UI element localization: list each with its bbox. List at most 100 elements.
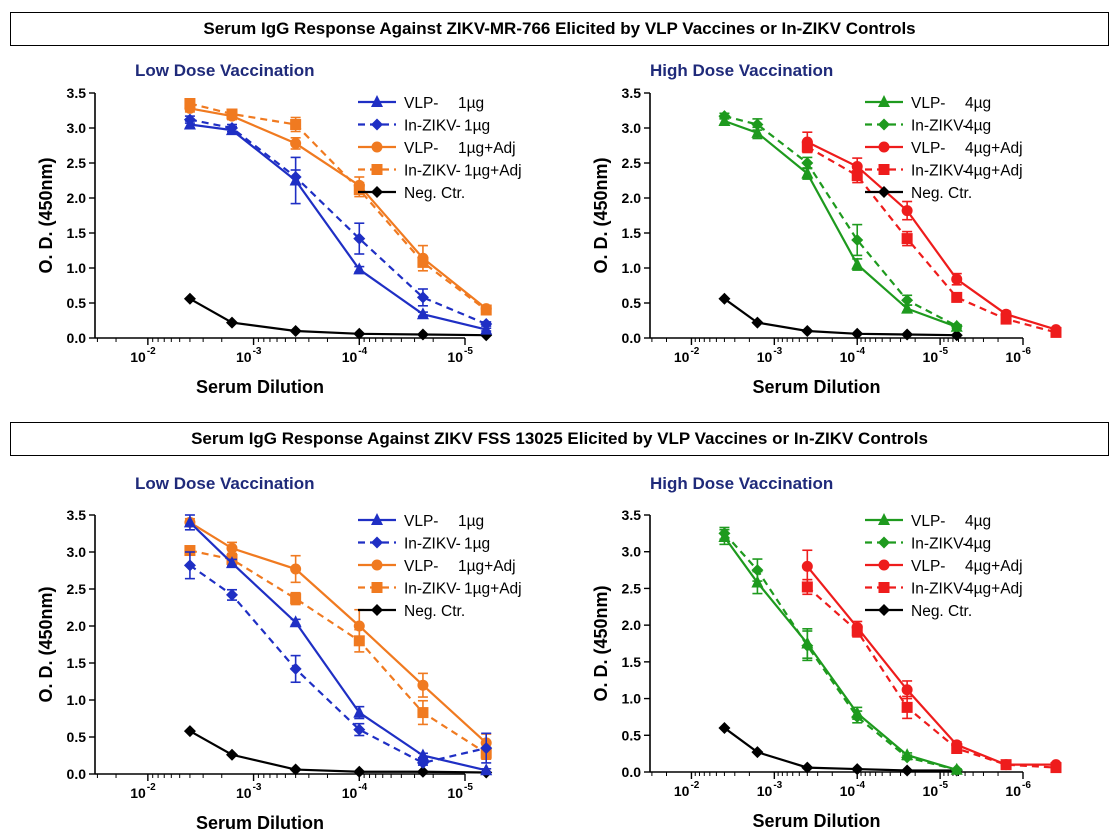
data-point [751, 125, 764, 138]
legend-series-name: VLP- [404, 140, 438, 157]
x-tick-exponent: -4 [358, 346, 367, 357]
y-tick-label: 0.5 [622, 295, 642, 311]
legend-marker [878, 118, 890, 131]
legend-series-name: VLP- [911, 513, 945, 530]
legend-series-name: In-ZIKV- [404, 581, 461, 598]
legend-series-name: Neg. Ctr. [911, 603, 972, 620]
data-point [718, 114, 731, 126]
data-point [183, 292, 196, 305]
y-tick-label: 1.5 [67, 225, 87, 241]
y-tick-label: 3.5 [67, 85, 87, 101]
panel-title: High Dose Vaccination [650, 61, 833, 80]
legend-marker [371, 582, 383, 593]
x-tick-label: 10 [130, 349, 146, 365]
data-point [801, 325, 814, 337]
series-line [723, 536, 958, 771]
y-tick-label: 3.0 [67, 544, 87, 560]
series-2 [801, 549, 1062, 771]
legend-marker [371, 536, 383, 549]
x-tick-exponent: -5 [939, 346, 948, 357]
data-point [416, 307, 429, 320]
x-tick-label: 10 [674, 349, 690, 365]
data-point [901, 328, 914, 341]
legend-marker [371, 559, 383, 571]
x-tick-base: 10 [1005, 349, 1021, 365]
y-tick-label: 0.0 [622, 764, 642, 780]
x-tick-base: 10 [923, 783, 939, 799]
data-point [289, 615, 302, 628]
series-4 [183, 725, 493, 779]
legend-marker [878, 186, 890, 198]
y-tick-label: 2.5 [622, 580, 642, 596]
data-point [290, 593, 302, 605]
legend-series-name: VLP- [404, 513, 438, 530]
x-tick-exponent: -2 [147, 782, 156, 793]
y-tick-label: 2.0 [67, 618, 87, 634]
series-0 [183, 514, 493, 776]
x-tick-base: 10 [757, 349, 773, 365]
legend-marker [878, 536, 890, 549]
data-point [289, 763, 302, 776]
data-point [801, 157, 814, 169]
x-tick-exponent: -3 [773, 346, 782, 357]
panel-title: Low Dose Vaccination [135, 474, 315, 493]
data-point [290, 119, 302, 130]
x-tick-label: 10 [1005, 783, 1021, 799]
data-point [183, 117, 196, 130]
y-axis-label: O. D. (450nm) [36, 586, 56, 702]
data-point [901, 701, 913, 713]
x-tick-label: 10 [840, 783, 856, 799]
legend-marker [371, 118, 383, 131]
data-point [901, 684, 913, 696]
data-point [183, 725, 196, 738]
series-line [723, 727, 957, 772]
x-tick-exponent: -4 [856, 346, 865, 357]
data-point [851, 621, 863, 633]
series-line [806, 565, 1056, 766]
data-point [901, 748, 914, 761]
x-tick-base: 10 [1005, 783, 1021, 799]
legend-series-name: In-ZIKV- [404, 118, 461, 135]
data-point [480, 322, 493, 335]
chart-panel-bottom-left: Low Dose Vaccination 0.0 0.5 1.0 1.5 2.0 2.5 3.… [36, 474, 522, 830]
series-line [189, 549, 487, 755]
x-tick-label: 10 [236, 785, 252, 801]
data-point [950, 319, 963, 332]
data-point [851, 257, 864, 270]
data-point [353, 232, 366, 245]
y-tick-label: 3.5 [622, 85, 642, 101]
x-tick-label: 10 [923, 783, 939, 799]
legend-series-dose: 1µg [464, 118, 490, 135]
x-tick-exponent: -5 [464, 782, 473, 793]
x-axis-label: Serum Dilution [752, 377, 880, 397]
series-4 [718, 721, 963, 777]
legend-series-dose: 4µg [965, 513, 991, 530]
x-tick-exponent: -2 [690, 346, 699, 357]
x-tick-label: 10 [342, 785, 358, 801]
x-tick-exponent: -3 [773, 780, 782, 791]
x-tick-label: 10 [757, 349, 773, 365]
data-point [184, 102, 196, 114]
x-tick-label: 10 [1005, 349, 1021, 365]
legend-series-name: Neg. Ctr. [911, 185, 972, 202]
data-point [851, 763, 864, 776]
data-point [851, 327, 864, 340]
data-point [226, 542, 238, 554]
data-point [1000, 308, 1012, 320]
legend-series-name: In-ZIKV- [911, 536, 968, 553]
legend-marker [878, 164, 890, 175]
legend-marker [878, 95, 890, 107]
data-point [901, 205, 913, 217]
x-tick-label: 10 [447, 785, 463, 801]
x-tick-base: 10 [923, 349, 939, 365]
data-point [1050, 759, 1062, 771]
data-point [801, 581, 813, 593]
legend-series-name: In-ZIKV- [404, 536, 461, 553]
data-point [225, 588, 238, 601]
series-line [724, 119, 958, 328]
data-point [417, 252, 429, 264]
x-tick-exponent: -2 [690, 780, 699, 791]
data-point [901, 764, 914, 777]
data-point [290, 137, 302, 149]
